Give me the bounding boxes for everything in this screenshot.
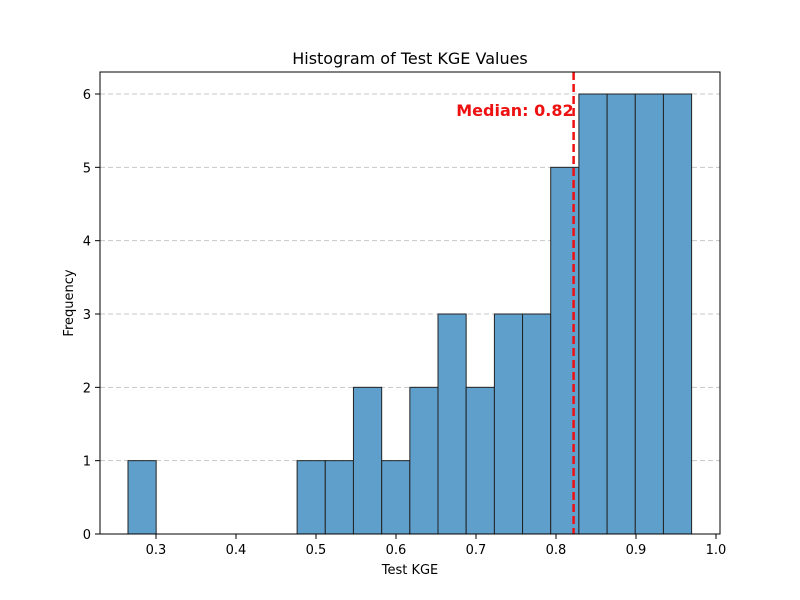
y-tick-label: 2: [83, 381, 91, 396]
histogram-bar: [352, 386, 383, 535]
x-tick-label: 0.4: [226, 543, 247, 558]
y-axis-label: Frequency: [62, 269, 77, 336]
y-tick-label: 6: [83, 88, 91, 103]
histogram-bar: [522, 313, 552, 535]
histogram-bar: [662, 93, 693, 535]
histogram-bar: [381, 460, 411, 535]
histogram-bar: [634, 93, 664, 535]
median-layer: Median: 0.82: [456, 72, 575, 534]
histogram-bar: [409, 386, 439, 535]
x-axis-label: Test KGE: [381, 563, 439, 578]
y-tick-label: 0: [83, 528, 91, 543]
histogram-bar: [606, 93, 636, 535]
histogram-bar: [578, 93, 608, 535]
y-tick-label: 3: [83, 308, 91, 323]
chart-title: Histogram of Test KGE Values: [292, 49, 528, 68]
histogram-bar: [437, 313, 467, 535]
x-tick-label: 1.0: [706, 543, 727, 558]
histogram-bar: [127, 460, 157, 535]
histogram-bar: [493, 313, 524, 535]
y-tick-label: 1: [83, 455, 91, 470]
median-label: Median: 0.82: [456, 101, 573, 120]
x-tick-label: 0.7: [466, 543, 487, 558]
x-tick-label: 0.5: [306, 543, 327, 558]
y-tick-label: 4: [83, 235, 91, 250]
histogram-bar: [296, 460, 326, 535]
y-tick-label: 5: [83, 161, 91, 176]
histogram-bar: [465, 386, 495, 535]
histogram-bar: [324, 460, 354, 535]
x-tick-label: 0.6: [386, 543, 407, 558]
plot-frame: [99, 71, 721, 535]
x-tick-label: 0.9: [626, 543, 647, 558]
x-axis: 0.3 0.4 0.5 0.6 0.7 0.8 0.9 1.0: [146, 534, 727, 558]
x-tick-label: 0.8: [546, 543, 567, 558]
x-tick-label: 0.3: [146, 543, 167, 558]
bars-layer: [127, 93, 693, 535]
y-axis: 0 1 2 3 4 5 6: [83, 88, 100, 543]
